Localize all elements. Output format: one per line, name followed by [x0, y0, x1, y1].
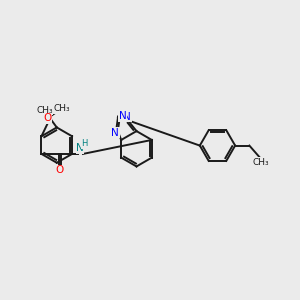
Text: N: N: [111, 128, 119, 138]
Text: CH₃: CH₃: [253, 158, 269, 167]
Text: CH₃: CH₃: [36, 106, 53, 115]
Text: CH₃: CH₃: [53, 104, 70, 113]
Text: H: H: [81, 139, 88, 148]
Text: N: N: [118, 111, 126, 121]
Text: N: N: [76, 143, 84, 153]
Text: O: O: [44, 113, 52, 123]
Text: N: N: [123, 112, 131, 122]
Text: O: O: [55, 165, 64, 175]
